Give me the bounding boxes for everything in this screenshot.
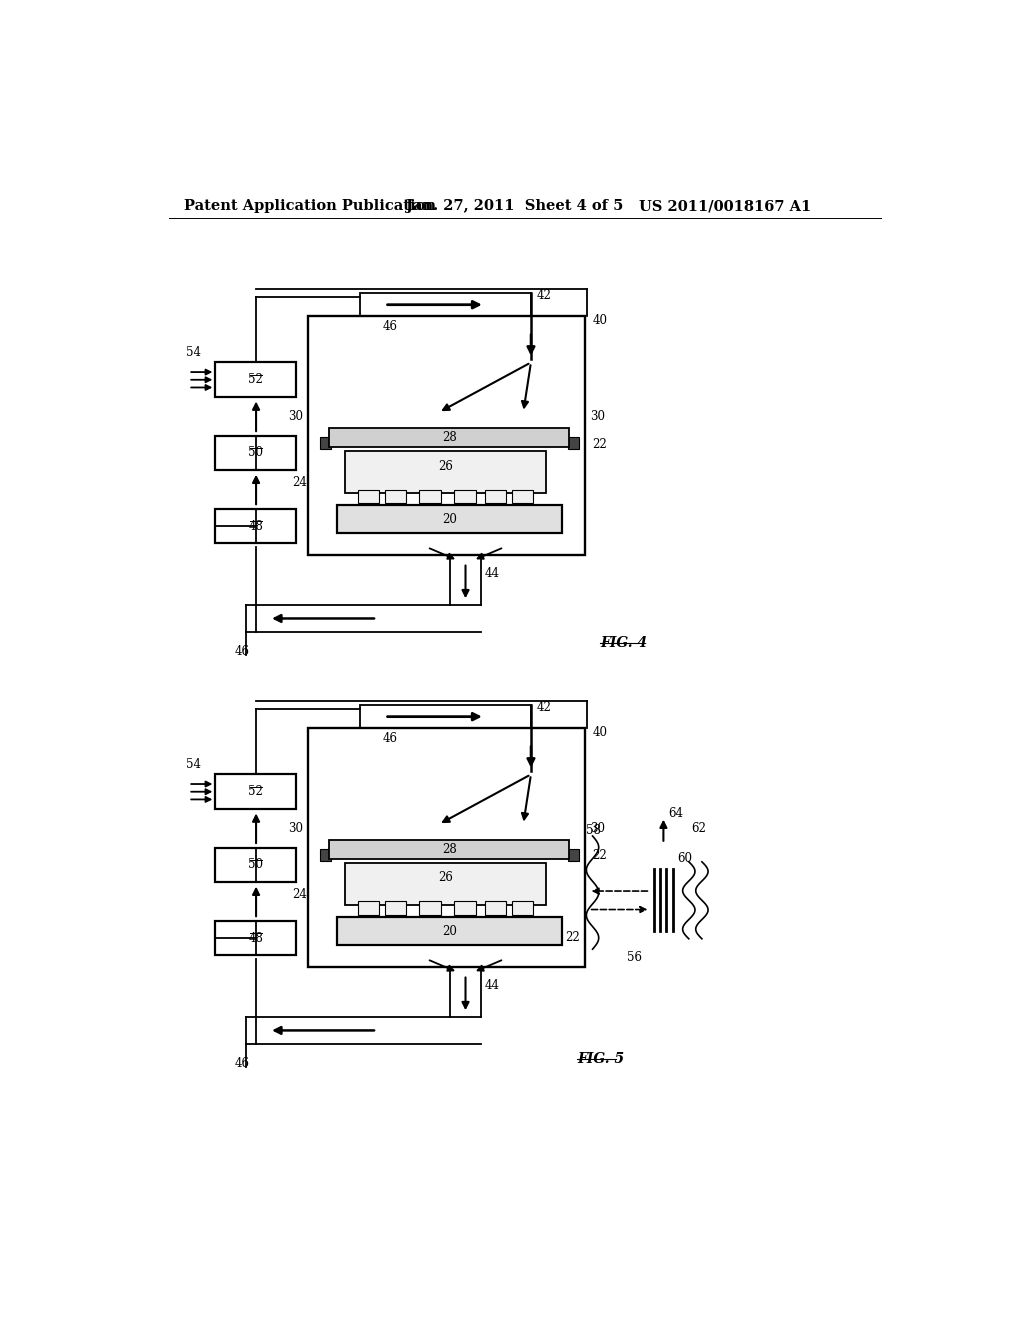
Text: US 2011/0018167 A1: US 2011/0018167 A1 <box>639 199 811 213</box>
Text: 24: 24 <box>292 475 307 488</box>
Bar <box>512 902 534 915</box>
Text: 60: 60 <box>677 851 692 865</box>
Bar <box>337 917 562 920</box>
Text: 24: 24 <box>292 887 307 900</box>
Text: 42: 42 <box>538 701 552 714</box>
Bar <box>319 849 331 862</box>
Text: 40: 40 <box>593 726 607 739</box>
Text: 58: 58 <box>587 824 601 837</box>
Text: 62: 62 <box>691 822 706 836</box>
Bar <box>337 506 562 533</box>
Text: 30: 30 <box>289 822 303 836</box>
Bar <box>357 490 379 503</box>
Bar <box>419 902 441 915</box>
Bar <box>360 293 531 317</box>
Bar <box>307 729 585 966</box>
Bar <box>215 921 296 956</box>
Bar <box>568 437 579 449</box>
Text: 50: 50 <box>248 858 263 871</box>
Text: 48: 48 <box>248 932 263 945</box>
Bar <box>360 705 531 729</box>
Bar <box>345 863 547 906</box>
Bar <box>215 508 296 544</box>
Text: 50: 50 <box>248 446 263 459</box>
Text: 20: 20 <box>442 924 457 937</box>
Bar <box>454 490 475 503</box>
Text: 20: 20 <box>442 512 457 525</box>
Bar <box>337 504 562 508</box>
Text: 40: 40 <box>593 314 607 327</box>
Text: 46: 46 <box>234 1057 250 1071</box>
Text: 22: 22 <box>593 437 607 450</box>
Text: 28: 28 <box>442 432 457 444</box>
Text: 30: 30 <box>590 411 605 424</box>
Text: FIG. 5: FIG. 5 <box>578 1052 625 1067</box>
Bar <box>568 849 579 862</box>
Text: 52: 52 <box>248 374 263 387</box>
Text: 44: 44 <box>484 568 500 581</box>
Text: 22: 22 <box>593 850 607 862</box>
Bar <box>215 363 296 397</box>
Bar <box>357 902 379 915</box>
Bar <box>454 902 475 915</box>
Bar <box>385 902 407 915</box>
Text: FIG. 4: FIG. 4 <box>600 636 647 651</box>
Text: Patent Application Publication: Patent Application Publication <box>184 199 436 213</box>
Text: Jan. 27, 2011  Sheet 4 of 5: Jan. 27, 2011 Sheet 4 of 5 <box>407 199 624 213</box>
Bar <box>330 428 569 447</box>
Text: 26: 26 <box>438 871 453 884</box>
Text: 54: 54 <box>186 758 201 771</box>
Text: 30: 30 <box>590 822 605 836</box>
Text: 54: 54 <box>186 346 201 359</box>
Text: 44: 44 <box>484 979 500 993</box>
Bar <box>307 317 585 554</box>
Bar <box>484 490 506 503</box>
Text: 64: 64 <box>668 807 683 820</box>
Text: 46: 46 <box>383 733 398 744</box>
Text: 30: 30 <box>289 411 303 424</box>
Bar <box>419 490 441 503</box>
Bar <box>215 775 296 809</box>
Text: 42: 42 <box>538 289 552 302</box>
Text: 48: 48 <box>248 520 263 532</box>
Bar <box>330 840 569 859</box>
Bar <box>215 436 296 470</box>
Text: 56: 56 <box>628 950 642 964</box>
Text: 46: 46 <box>234 645 250 659</box>
Text: 26: 26 <box>438 459 453 473</box>
Bar <box>215 847 296 882</box>
Text: 52: 52 <box>248 785 263 799</box>
Text: 28: 28 <box>442 843 457 855</box>
Bar <box>484 902 506 915</box>
Bar <box>337 917 562 945</box>
Bar <box>345 451 547 494</box>
Text: 46: 46 <box>383 321 398 333</box>
Text: 22: 22 <box>565 932 581 945</box>
Bar <box>319 437 331 449</box>
Bar <box>512 490 534 503</box>
Bar <box>385 490 407 503</box>
